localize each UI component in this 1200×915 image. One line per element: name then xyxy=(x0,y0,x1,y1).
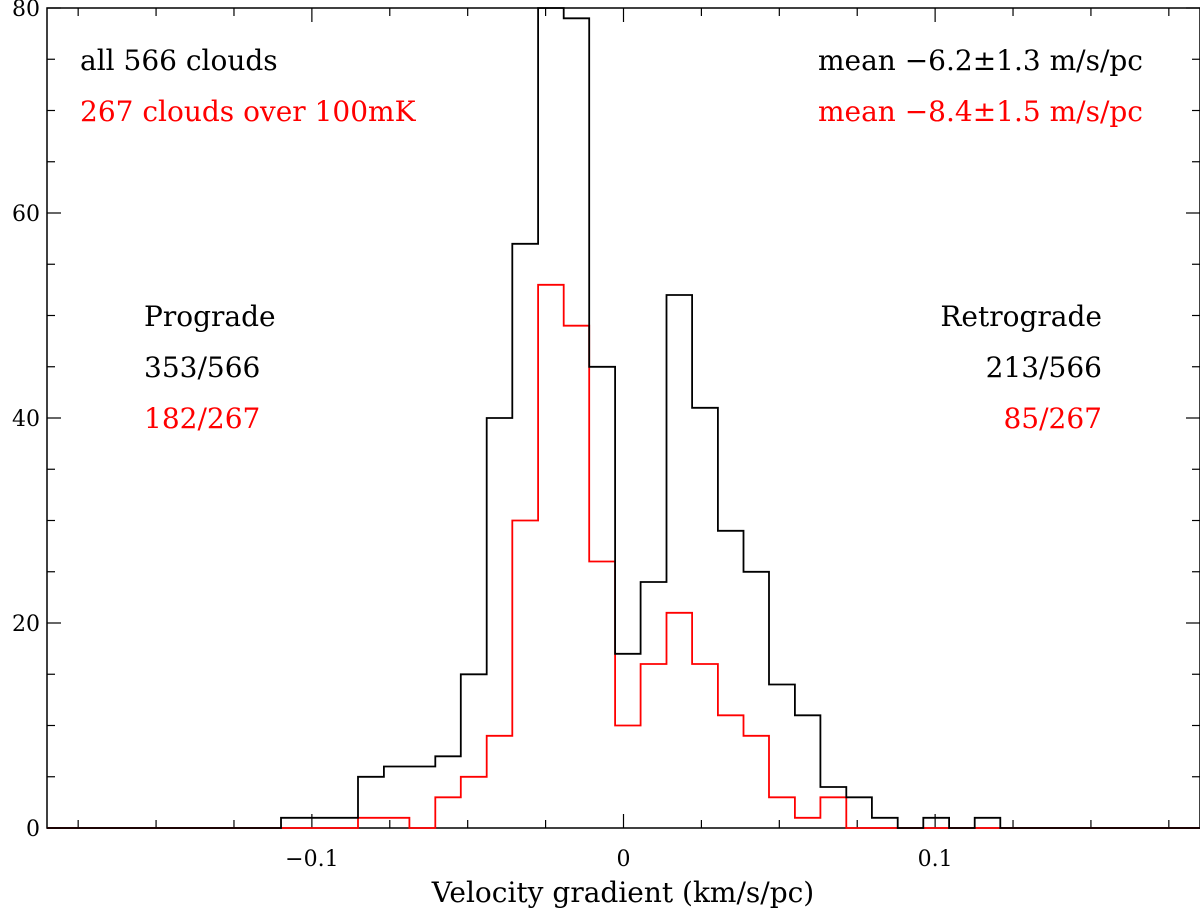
annotation-retrograde: Retrograde xyxy=(940,300,1102,333)
y-tick-labels: 0 20 40 60 80 xyxy=(12,0,40,842)
y-tick-label: 40 xyxy=(12,407,40,432)
bar-all-clouds xyxy=(975,818,1001,828)
bar-all-clouds xyxy=(872,818,898,828)
bar-all-clouds xyxy=(692,408,718,828)
bar-all-clouds xyxy=(718,531,744,828)
bar-bright-clouds xyxy=(538,285,564,828)
bar-all-clouds xyxy=(307,818,333,828)
bar-all-clouds xyxy=(589,367,615,828)
x-tick-label: 0.1 xyxy=(918,847,953,872)
bar-all-clouds xyxy=(461,674,487,828)
bar-bright-clouds xyxy=(615,726,641,829)
x-tick-label: 0 xyxy=(617,847,631,872)
y-tick-label: 0 xyxy=(26,817,40,842)
bar-bright-clouds xyxy=(667,613,693,828)
bar-all-clouds xyxy=(538,8,564,828)
x-tick-label: −0.1 xyxy=(285,847,338,872)
histogram-series xyxy=(47,7,1200,829)
bar-all-clouds xyxy=(743,572,769,828)
bar-all-clouds xyxy=(409,767,435,829)
bar-all-clouds xyxy=(332,818,358,828)
series-all-clouds-step xyxy=(47,7,1200,829)
bar-all-clouds xyxy=(769,685,795,829)
annotation-all-clouds: all 566 clouds xyxy=(80,44,278,77)
bar-bright-clouds xyxy=(692,664,718,828)
annotation-retrograde-all: 213/566 xyxy=(986,351,1102,384)
bar-bright-clouds xyxy=(641,664,667,828)
bar-all-clouds xyxy=(512,244,538,828)
bar-bright-clouds xyxy=(769,797,795,828)
bar-bright-clouds xyxy=(795,818,821,828)
annotation-prograde-all: 353/566 xyxy=(144,351,260,384)
bar-bright-clouds xyxy=(384,818,410,828)
bar-all-clouds xyxy=(615,654,641,828)
bar-bright-clouds xyxy=(512,521,538,829)
bar-bright-clouds xyxy=(487,736,513,828)
x-axis-label: Velocity gradient (km/s/pc) xyxy=(431,876,814,909)
bar-all-clouds xyxy=(281,818,307,828)
y-tick-label: 80 xyxy=(12,0,40,22)
bar-all-clouds xyxy=(384,767,410,829)
bar-bright-clouds xyxy=(435,797,461,828)
annotation-prograde-bright: 182/267 xyxy=(144,402,260,435)
bar-bright-clouds xyxy=(358,818,384,828)
minor-ticks xyxy=(47,7,1200,829)
annotation-retrograde-bright: 85/267 xyxy=(1003,402,1102,435)
bar-all-clouds xyxy=(487,418,513,828)
annotation-prograde: Prograde xyxy=(144,300,276,333)
bar-all-clouds xyxy=(358,777,384,828)
bar-all-clouds xyxy=(820,787,846,828)
bar-bright-clouds xyxy=(820,797,846,828)
series-bright-clouds-step xyxy=(47,283,1200,829)
bar-all-clouds xyxy=(923,818,949,828)
bar-all-clouds xyxy=(641,582,667,828)
x-tick-labels: −0.1 0 0.1 xyxy=(285,847,952,872)
bar-bright-clouds xyxy=(461,777,487,828)
bar-all-clouds xyxy=(435,756,461,828)
bar-bright-clouds xyxy=(564,326,590,828)
bar-bright-clouds xyxy=(589,562,615,829)
bar-all-clouds xyxy=(795,715,821,828)
y-tick-label: 20 xyxy=(12,612,40,637)
bar-all-clouds xyxy=(846,797,872,828)
bar-all-clouds xyxy=(667,295,693,828)
annotation-bright-clouds: 267 clouds over 100mK xyxy=(80,95,417,128)
bar-all-clouds xyxy=(564,18,590,828)
y-tick-label: 60 xyxy=(12,202,40,227)
bar-bright-clouds xyxy=(718,715,744,828)
annotation-mean-all: mean −6.2±1.3 m/s/pc xyxy=(818,44,1143,77)
bar-bright-clouds xyxy=(743,736,769,828)
annotation-mean-bright: mean −8.4±1.5 m/s/pc xyxy=(818,95,1143,128)
